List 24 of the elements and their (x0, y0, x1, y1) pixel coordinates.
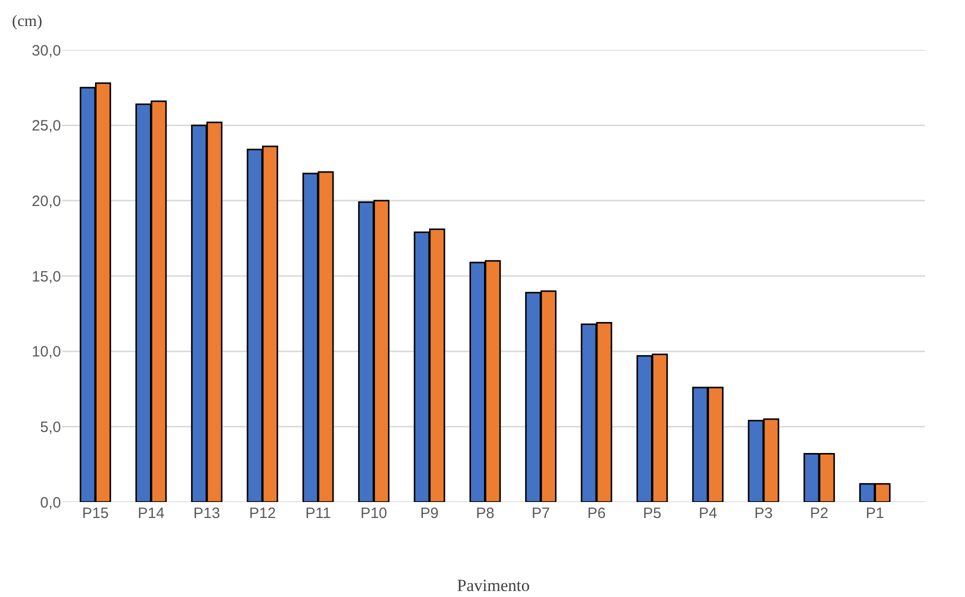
x-tick-label: P5 (643, 505, 662, 522)
x-tick-label: P2 (810, 505, 828, 522)
y-tick-label: 20,0 (32, 192, 61, 210)
y-tick-label: 15,0 (32, 268, 61, 286)
x-tick-label: P9 (420, 505, 439, 522)
y-axis-title: (cm) (12, 13, 42, 30)
x-tick-label: P3 (754, 505, 773, 522)
y-tick-label: 30,0 (32, 42, 61, 60)
y-tick-label: 5,0 (40, 418, 61, 436)
x-tick-label: P14 (138, 505, 164, 522)
x-axis-title: Pavimento (457, 576, 530, 595)
x-tick-label: P7 (532, 505, 550, 522)
y-tick-label: 10,0 (32, 344, 61, 361)
y-tick-label: 25,0 (32, 118, 61, 135)
x-tick-label: P4 (698, 505, 718, 522)
y-tick-label: 0,0 (40, 494, 61, 512)
x-tick-label: P1 (866, 505, 884, 522)
x-tick-label: P11 (305, 505, 331, 522)
x-tick-label: P12 (249, 505, 276, 522)
x-tick-label: P15 (82, 505, 109, 522)
x-tick-label: P10 (360, 505, 388, 522)
x-tick-label: P6 (587, 505, 606, 522)
x-tick-label: P13 (193, 505, 220, 522)
x-tick-label: P8 (476, 505, 494, 522)
